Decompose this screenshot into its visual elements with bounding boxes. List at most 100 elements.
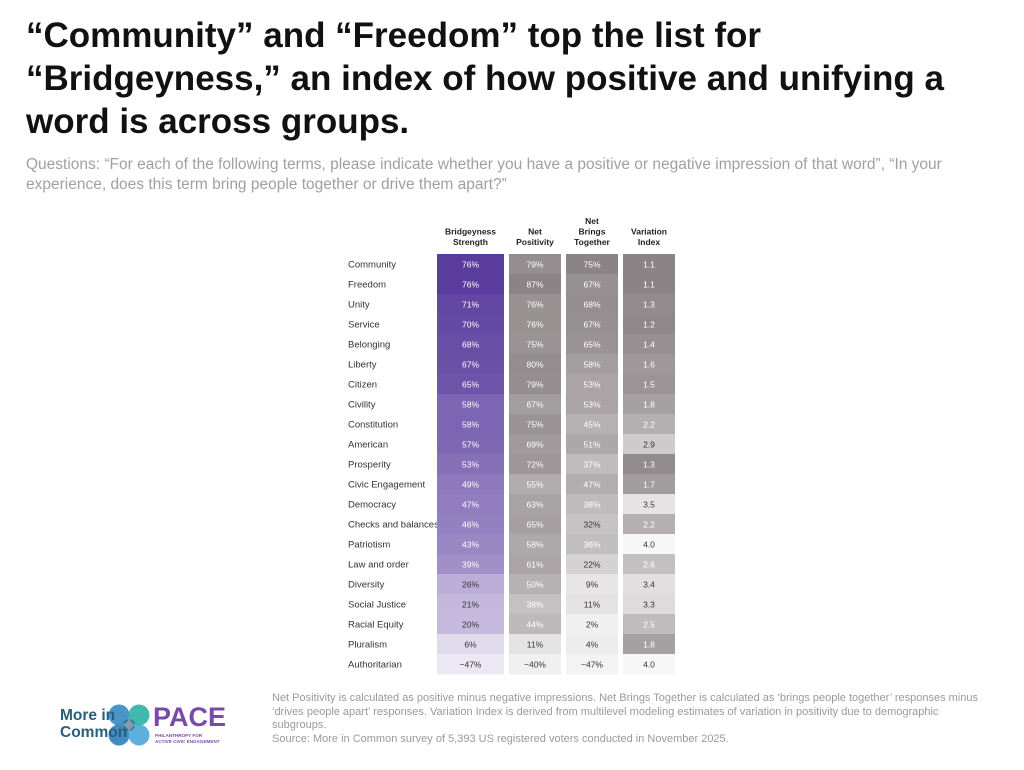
cell-variation_index [623,294,675,315]
page-title: “Community” and “Freedom” top the list f… [26,16,944,141]
cell-value-net_brings_together: 53% [583,400,600,410]
cell-net_brings_together [566,474,618,495]
cell-value-net_brings_together: 9% [586,580,599,590]
cell-net_brings_together [566,534,618,555]
cell-value-net_positivity: 75% [526,420,543,430]
cell-value-net_positivity: 87% [526,280,543,290]
cell-value-net_brings_together: 65% [583,340,600,350]
cell-net_positivity [509,314,561,335]
cell-value-net_brings_together: 22% [583,560,600,570]
cell-value-net_positivity: 63% [526,500,543,510]
cell-net_brings_together [566,274,618,295]
cell-net_brings_together [566,594,618,615]
cell-value-net_brings_together: 75% [583,260,600,270]
cell-value-net_brings_together: 38% [583,500,600,510]
column-header-net_positivity-line2: Positivity [516,237,554,247]
cell-net_brings_together [566,574,618,595]
cell-value-bridgeyness: 76% [462,280,479,290]
cell-value-net_positivity: 72% [526,460,543,470]
cell-net_positivity [509,534,561,555]
cell-value-bridgeyness: 70% [462,320,479,330]
cell-value-net_brings_together: 37% [583,460,600,470]
cell-value-bridgeyness: 46% [462,520,479,530]
cell-net_brings_together [566,454,618,475]
cell-bridgeyness [437,254,504,275]
column-header-net_positivity-line1: Net [528,227,542,237]
cell-net_brings_together [566,434,618,455]
cell-net_brings_together [566,374,618,395]
cell-variation_index [623,594,675,615]
cell-value-variation_index: 1.3 [643,300,655,310]
cell-value-bridgeyness: 57% [462,440,479,450]
cell-value-variation_index: 1.7 [643,480,655,490]
cell-net_positivity [509,614,561,635]
cell-variation_index [623,494,675,515]
cell-value-net_positivity: 55% [526,480,543,490]
cell-value-variation_index: 1.8 [643,640,655,650]
cell-net_positivity [509,514,561,535]
cell-variation_index [623,574,675,595]
cell-value-net_brings_together: 67% [583,320,600,330]
cell-value-bridgeyness: 68% [462,340,479,350]
cell-net_brings_together [566,634,618,655]
pace-tagline-line2: ACTIVE CIVIC ENGAGEMENT [155,738,220,744]
cell-net_positivity [509,554,561,575]
row-label: Unity [348,300,370,311]
cell-net_positivity [509,634,561,655]
pace-logo-wordmark: PACE [153,702,227,732]
cell-value-bridgeyness: 58% [462,420,479,430]
row-label: Social Justice [348,600,406,611]
row-label: Constitution [348,420,398,431]
row-label: Pluralism [348,640,387,651]
cell-value-variation_index: 4.0 [643,540,655,550]
cell-net_brings_together [566,514,618,535]
cell-value-net_brings_together: 58% [583,360,600,370]
cell-bridgeyness [437,654,504,675]
cell-value-variation_index: 1.4 [643,340,655,350]
cell-net_positivity [509,654,561,675]
cell-net_positivity [509,414,561,435]
cell-value-bridgeyness: −47% [460,660,482,670]
cell-net_positivity [509,574,561,595]
cell-value-bridgeyness: 21% [462,600,479,610]
cell-value-bridgeyness: 71% [462,300,479,310]
cell-value-bridgeyness: 67% [462,360,479,370]
cell-value-net_positivity: 38% [526,600,543,610]
cell-bridgeyness [437,634,504,655]
cell-net_brings_together [566,314,618,335]
cell-bridgeyness [437,574,504,595]
cell-value-bridgeyness: 65% [462,380,479,390]
cell-variation_index [623,314,675,335]
cell-net_brings_together [566,494,618,515]
footnote-source: Source: More in Common survey of 5,393 U… [272,732,729,745]
row-label: Citizen [348,380,377,391]
cell-value-variation_index: 1.8 [643,400,655,410]
cell-variation_index [623,354,675,375]
cell-net_positivity [509,394,561,415]
cell-value-net_positivity: 67% [526,400,543,410]
cell-value-variation_index: 1.1 [643,260,655,270]
cell-bridgeyness [437,514,504,535]
row-label: Prosperity [348,460,391,471]
cell-value-net_positivity: 76% [526,300,543,310]
cell-value-variation_index: 3.5 [643,500,655,510]
cell-net_positivity [509,594,561,615]
cell-value-variation_index: 3.3 [643,600,655,610]
cell-value-variation_index: 1.6 [643,360,655,370]
cell-value-variation_index: 1.5 [643,380,655,390]
cell-value-net_positivity: 69% [526,440,543,450]
cell-value-net_brings_together: 11% [584,600,601,610]
cell-net_positivity [509,474,561,495]
column-header-bridgeyness-line1: Bridgeyness [445,227,496,237]
cell-value-net_brings_together: 67% [583,280,600,290]
row-label: Community [348,260,396,271]
table-cells: 76% 79% 75% 1.1 76% 87% 67% 1.1 71% 76% 68% 1.3 70% 7… [437,254,675,675]
cell-value-net_brings_together: 45% [583,420,600,430]
cell-value-net_brings_together: 2% [586,620,599,630]
cell-net_positivity [509,254,561,275]
cell-value-variation_index: 2.6 [643,560,655,570]
cell-bridgeyness [437,594,504,615]
cell-value-variation_index: 2.2 [643,520,655,530]
cell-variation_index [623,634,675,655]
cell-value-bridgeyness: 53% [462,460,479,470]
